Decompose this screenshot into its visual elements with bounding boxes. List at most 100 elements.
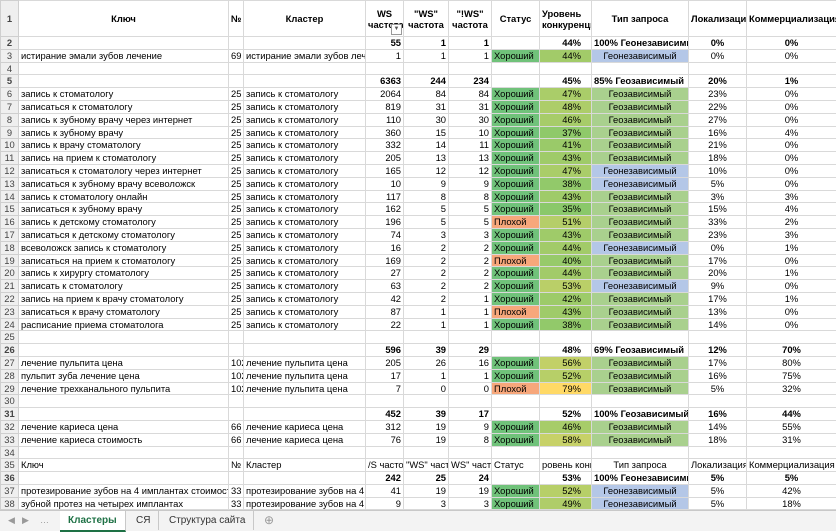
cell: Хороший [492,280,540,293]
cell: 9 [366,497,404,510]
cell: 25 [229,88,244,101]
cell: WS" частота [449,459,492,472]
cell: запись к стоматологу [244,267,366,280]
cell [404,331,449,344]
cell: Геонезависимый [592,497,689,510]
cell: Плохой [492,216,540,229]
cell: 39 [404,344,449,357]
cell: Хороший [492,139,540,152]
cell: 17% [689,254,747,267]
row-number: 26 [1,344,19,357]
cell [244,446,366,459]
cell: запись на прием к стоматологу [19,152,229,165]
row-number: 23 [1,305,19,318]
cell: 27 [366,267,404,280]
cell: 5 [449,216,492,229]
cell: 23% [689,88,747,101]
cell: 25 [229,318,244,331]
cell: Геозависимый [592,216,689,229]
cell: запись к стоматологу [244,241,366,254]
sheet-tab[interactable]: Кластеры [60,511,126,532]
cell: запись на прием к врачу стоматологу [19,292,229,305]
cell: 3% [747,190,836,203]
cell: 24 [449,472,492,485]
cell: 45% [540,75,592,88]
cell: 102 [229,369,244,382]
cell: 10 [366,177,404,190]
cell: Хороший [492,267,540,280]
cell: 3% [689,190,747,203]
cell: лечение пульпита цена [244,382,366,395]
cell: запись к стоматологу [244,126,366,139]
cell: 102 [229,382,244,395]
cell: Тип запроса [592,459,689,472]
cell: Геозависимый [592,139,689,152]
cell: записаться к врачу стоматологу [19,305,229,318]
cell [244,408,366,421]
cell: 84 [449,88,492,101]
sheet-tab[interactable]: СЯ [128,511,159,530]
add-sheet-button[interactable]: ⊕ [264,511,274,530]
row-number: 21 [1,280,19,293]
cell: запись к врачу стоматологу [19,139,229,152]
cell: 100% Геонезависимый [592,37,689,50]
cell: расписание приема стоматолога [19,318,229,331]
cell: 14% [689,318,747,331]
cell: Статус [492,459,540,472]
cell: 69 [229,49,244,62]
cell: 44% [747,408,836,421]
cell [366,446,404,459]
cell: 0% [747,254,836,267]
cell: Хороший [492,113,540,126]
cell: 165 [366,164,404,177]
cell: 25 [229,139,244,152]
cell [229,331,244,344]
cell: 48% [540,344,592,357]
cell [747,331,836,344]
cell: пульпит зуба лечение цена [19,369,229,382]
cell [492,408,540,421]
cell: 40% [540,254,592,267]
tab-nav-more[interactable]: … [40,511,49,530]
cell: 12 [404,164,449,177]
cell: 42% [540,292,592,305]
cell: 11 [449,139,492,152]
cell: 25 [229,216,244,229]
cell: Локализация [689,459,747,472]
cell: 3 [449,497,492,510]
tab-nav-prev[interactable]: ◀ [8,511,15,530]
cell: Геозависимый [592,113,689,126]
sheet-tab[interactable]: Структура сайта [161,511,254,530]
row-number: 33 [1,433,19,446]
cell: 1 [449,37,492,50]
row-number: 8 [1,113,19,126]
cell: 25 [229,152,244,165]
cell: 1 [404,305,449,318]
cell [449,62,492,75]
cell: Хороший [492,126,540,139]
cell: 242 [366,472,404,485]
filter-button[interactable]: ▼ [391,24,402,35]
tab-nav-next[interactable]: ▶ [22,511,29,530]
cell: Хороший [492,484,540,497]
row-number: 15 [1,203,19,216]
cell [747,446,836,459]
cell: лечение пульпита цена [19,356,229,369]
row-number: 3 [1,49,19,62]
cell: записаться к зубному врачу всеволожск [19,177,229,190]
cell: 1% [747,241,836,254]
cell: 0% [747,100,836,113]
cell: Геозависимый [592,152,689,165]
cell: протезирование зубов на 4 и [244,497,366,510]
cell: 25 [229,280,244,293]
cell: 13 [449,152,492,165]
cell: 19 [404,433,449,446]
cell [366,331,404,344]
cell: 25 [404,472,449,485]
cell [366,62,404,75]
